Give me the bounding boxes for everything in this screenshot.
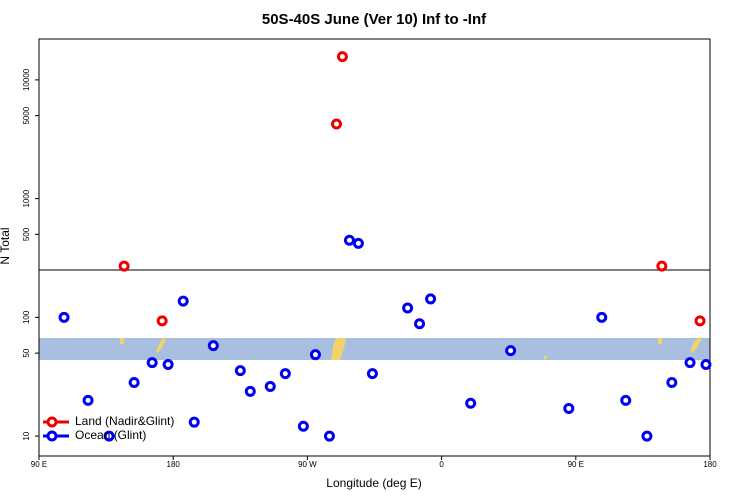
x-tick-label: 90 W [298, 460, 317, 469]
y-tick-label: 10000 [22, 68, 31, 91]
point [336, 51, 348, 63]
point [505, 345, 517, 357]
point [207, 340, 219, 352]
point [596, 311, 608, 323]
point [694, 315, 706, 327]
point [343, 234, 355, 246]
y-tick-label: 5000 [22, 106, 31, 124]
point [666, 376, 678, 388]
point [297, 420, 309, 432]
point [366, 368, 378, 380]
legend-marker [46, 430, 58, 442]
point [118, 260, 130, 272]
x-tick-label: 90 E [31, 460, 47, 469]
point [563, 402, 575, 414]
point [620, 394, 632, 406]
y-tick-label: 1000 [22, 189, 31, 207]
point [177, 295, 189, 307]
point [309, 349, 321, 361]
point [323, 430, 335, 442]
x-tick-label: 180 [703, 460, 717, 469]
point [146, 357, 158, 369]
y-tick-label: 500 [22, 227, 31, 241]
chart-title: 50S-40S June (Ver 10) Inf to -Inf [262, 11, 487, 28]
legend-label: Land (Nadir&Glint) [75, 414, 174, 428]
point [58, 311, 70, 323]
point [352, 237, 364, 249]
point [82, 394, 94, 406]
point [402, 302, 414, 314]
point [128, 376, 140, 388]
point [465, 397, 477, 409]
y-tick-label: 10 [22, 431, 31, 440]
x-tick-label: 90 E [568, 460, 584, 469]
x-axis-label: Longitude (deg E) [326, 476, 421, 490]
x-tick-label: 0 [439, 460, 444, 469]
x-tick-label: 180 [167, 460, 181, 469]
y-axis-label: N Total [0, 227, 12, 264]
point [641, 430, 653, 442]
plot-frame [38, 38, 711, 457]
point [156, 315, 168, 327]
point [330, 118, 342, 130]
point [684, 357, 696, 369]
point [162, 358, 174, 370]
point [656, 260, 668, 272]
point [103, 430, 115, 442]
point [279, 368, 291, 380]
legend-marker [46, 416, 58, 428]
y-tick-label: 100 [22, 310, 31, 324]
point [414, 318, 426, 330]
point [264, 380, 276, 392]
point [234, 365, 246, 377]
map-strip [39, 338, 710, 360]
point [188, 416, 200, 428]
legend-label: Ocean (Glint) [75, 428, 146, 442]
land-shapes [120, 337, 702, 360]
y-tick-label: 50 [22, 348, 31, 357]
point [700, 358, 712, 370]
point [244, 385, 256, 397]
point [425, 293, 437, 305]
